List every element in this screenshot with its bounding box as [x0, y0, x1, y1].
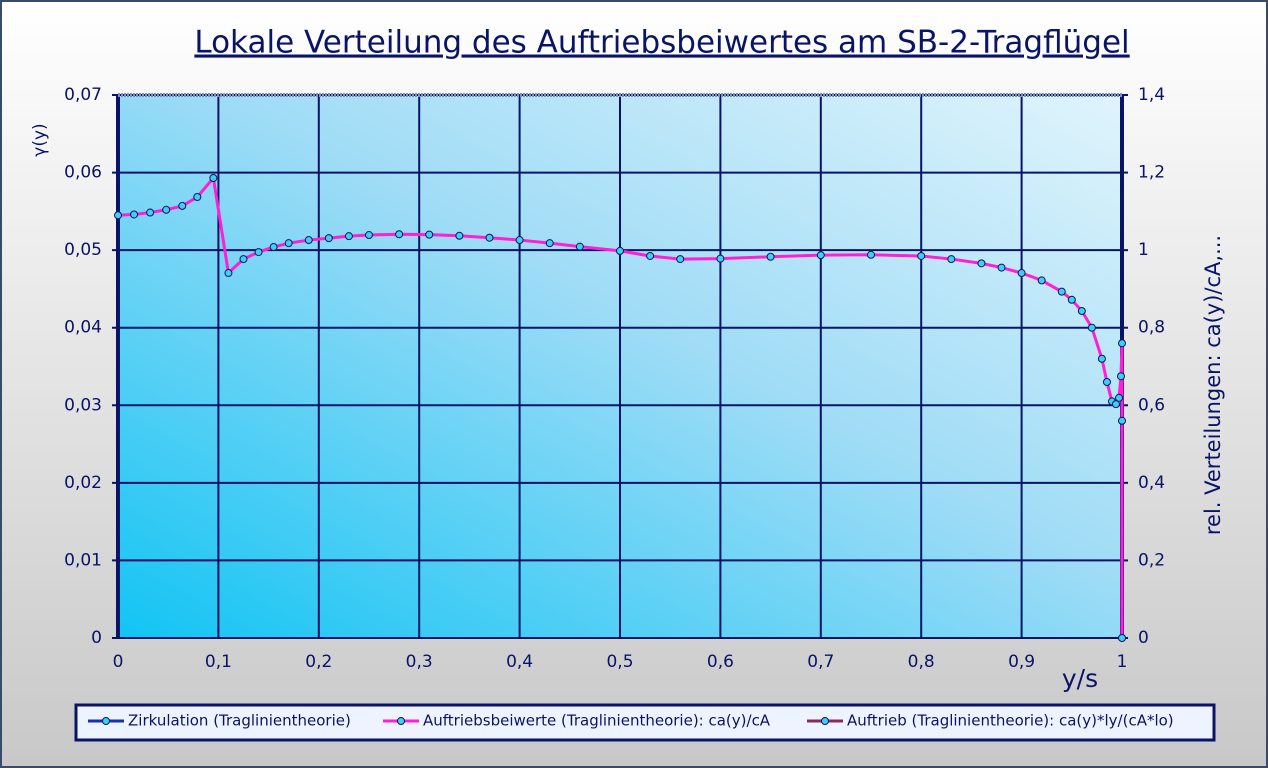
y2-tick-label: 0,2 — [1138, 550, 1165, 570]
marker — [1102, 378, 1111, 387]
x-tick-label: 0,5 — [606, 652, 633, 672]
marker — [977, 259, 986, 268]
marker — [1118, 339, 1126, 348]
marker — [193, 193, 202, 202]
legend-marker — [397, 717, 405, 725]
marker — [178, 201, 187, 210]
marker — [766, 252, 775, 261]
marker — [162, 205, 171, 214]
x-tick-label: 0,4 — [506, 652, 533, 672]
marker — [224, 269, 233, 278]
legend-marker — [821, 717, 829, 725]
marker — [239, 255, 248, 264]
x-tick-label: 0,8 — [908, 652, 935, 672]
y-tick-label: 0,04 — [64, 318, 102, 338]
y2-tick-label: 1 — [1138, 240, 1149, 260]
y-tick-label: 0 — [91, 628, 102, 648]
marker — [545, 239, 554, 248]
marker — [1111, 400, 1120, 409]
marker — [1037, 276, 1046, 285]
marker — [269, 243, 278, 252]
marker — [997, 263, 1006, 272]
marker — [616, 246, 624, 255]
y-tick-label: 0,01 — [64, 550, 102, 570]
y2-tick-label: 0,4 — [1138, 473, 1165, 493]
marker — [1057, 287, 1066, 296]
y-tick-label: 0,03 — [64, 395, 102, 415]
marker — [1017, 269, 1026, 278]
x-tick-label: 0,6 — [707, 652, 734, 672]
chart-title: Lokale Verteilung des Auftriebsbeiwertes… — [194, 25, 1129, 61]
marker — [867, 250, 875, 259]
legend-marker — [102, 717, 110, 725]
marker — [425, 230, 434, 239]
marker — [395, 230, 404, 239]
marker — [917, 251, 926, 260]
marker — [1118, 416, 1126, 425]
y2-tick-label: 0,8 — [1138, 318, 1165, 338]
y2-tick-label: 1,4 — [1138, 85, 1165, 105]
marker — [284, 239, 293, 248]
marker — [676, 255, 685, 264]
marker — [114, 211, 122, 220]
marker — [816, 251, 825, 260]
x-tick-label: 0 — [113, 652, 124, 672]
marker — [575, 242, 584, 251]
y-tick-label: 0,05 — [64, 240, 102, 260]
marker — [304, 236, 313, 245]
y2-tick-label: 1,2 — [1138, 163, 1165, 183]
y2-tick-label: 0 — [1138, 628, 1149, 648]
marker — [1087, 323, 1096, 332]
y-tick-label: 0,02 — [64, 473, 102, 493]
marker — [947, 255, 956, 264]
marker — [1077, 307, 1086, 316]
marker — [146, 208, 155, 217]
marker — [130, 210, 139, 219]
x-tick-label: 0,9 — [1008, 652, 1035, 672]
y2-tick-label: 0,6 — [1138, 395, 1165, 415]
marker — [324, 234, 333, 243]
marker — [485, 233, 494, 242]
x-tick-label: 0,1 — [205, 652, 232, 672]
marker — [365, 231, 373, 240]
legend-label: Auftriebsbeiwerte (Traglinientheorie): c… — [423, 712, 771, 730]
marker — [1067, 295, 1076, 304]
x-tick-label: 0,3 — [406, 652, 433, 672]
marker — [1114, 393, 1123, 402]
y2-axis-label: rel. Verteilungen: ca(y)/cA,... — [1201, 235, 1225, 535]
x-tick-label: 1 — [1117, 652, 1128, 672]
y-tick-label: 0,06 — [64, 163, 102, 183]
marker — [344, 232, 353, 241]
x-axis-label: y/s — [1062, 664, 1098, 693]
marker — [515, 236, 524, 245]
marker — [716, 254, 725, 263]
y-axis-label: γ(y) — [30, 123, 50, 156]
marker — [1116, 372, 1125, 381]
marker — [209, 174, 218, 183]
legend — [74, 703, 1216, 742]
marker — [646, 251, 655, 260]
marker — [455, 231, 464, 240]
marker — [1118, 634, 1126, 642]
legend-label: Auftrieb (Traglinientheorie): ca(y)*ly/(… — [847, 712, 1174, 730]
marker — [254, 248, 263, 257]
legend-label: Zirkulation (Traglinientheorie) — [128, 712, 351, 730]
x-tick-label: 0,7 — [807, 652, 834, 672]
y-tick-label: 0,07 — [64, 85, 102, 105]
marker — [1097, 354, 1106, 363]
x-tick-label: 0,2 — [305, 652, 332, 672]
